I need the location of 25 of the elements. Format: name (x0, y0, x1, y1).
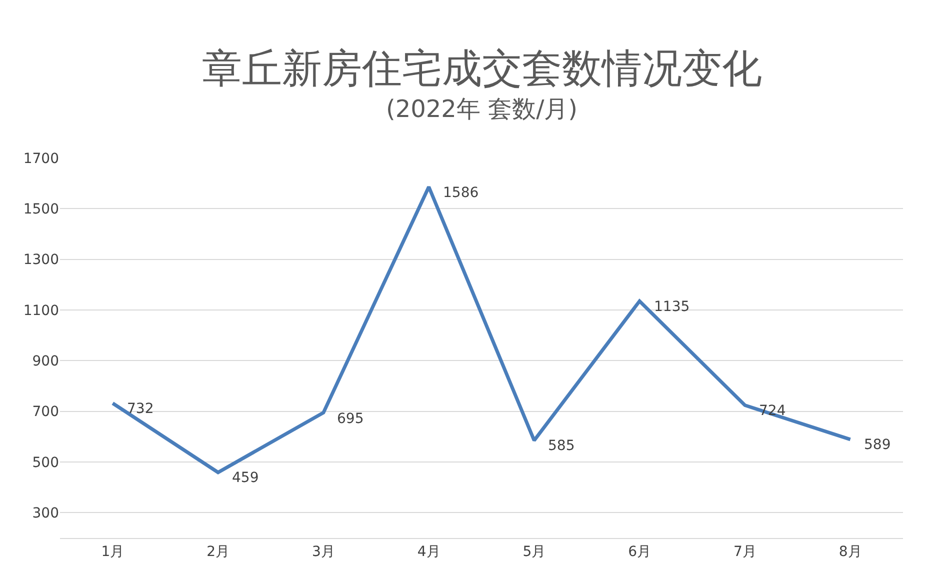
data-label: 695 (337, 411, 364, 427)
data-label: 732 (127, 401, 154, 417)
data-label: 1586 (443, 185, 479, 201)
y-tick-label: 1700 (23, 150, 59, 167)
x-tick-label: 8月 (838, 544, 862, 560)
y-tick-label: 1500 (23, 202, 59, 218)
data-label: 585 (548, 438, 575, 454)
x-tick-label: 3月 (312, 544, 335, 560)
y-tick-label: 500 (32, 454, 59, 471)
data-label: 589 (864, 437, 891, 453)
x-tick-label: 4月 (417, 544, 440, 560)
x-tick-label: 2月 (206, 544, 230, 560)
y-tick-label: 1300 (23, 252, 59, 268)
chart-subtitle: (2022年 套数/月) (386, 95, 578, 123)
x-tick-label: 7月 (733, 544, 756, 560)
data-label: 459 (232, 470, 259, 486)
chart-title: 章丘新房住宅成交套数情况变化 (202, 46, 762, 92)
y-tick-label: 700 (32, 404, 59, 420)
x-tick-label: 6月 (628, 544, 652, 560)
y-tick-label: 900 (32, 354, 59, 370)
data-label: 1135 (654, 299, 690, 315)
x-tick-label: 1月 (101, 544, 124, 560)
x-tick-label: 5月 (522, 544, 546, 560)
y-tick-label: 1100 (23, 302, 59, 319)
y-tick-label: 300 (32, 506, 59, 522)
